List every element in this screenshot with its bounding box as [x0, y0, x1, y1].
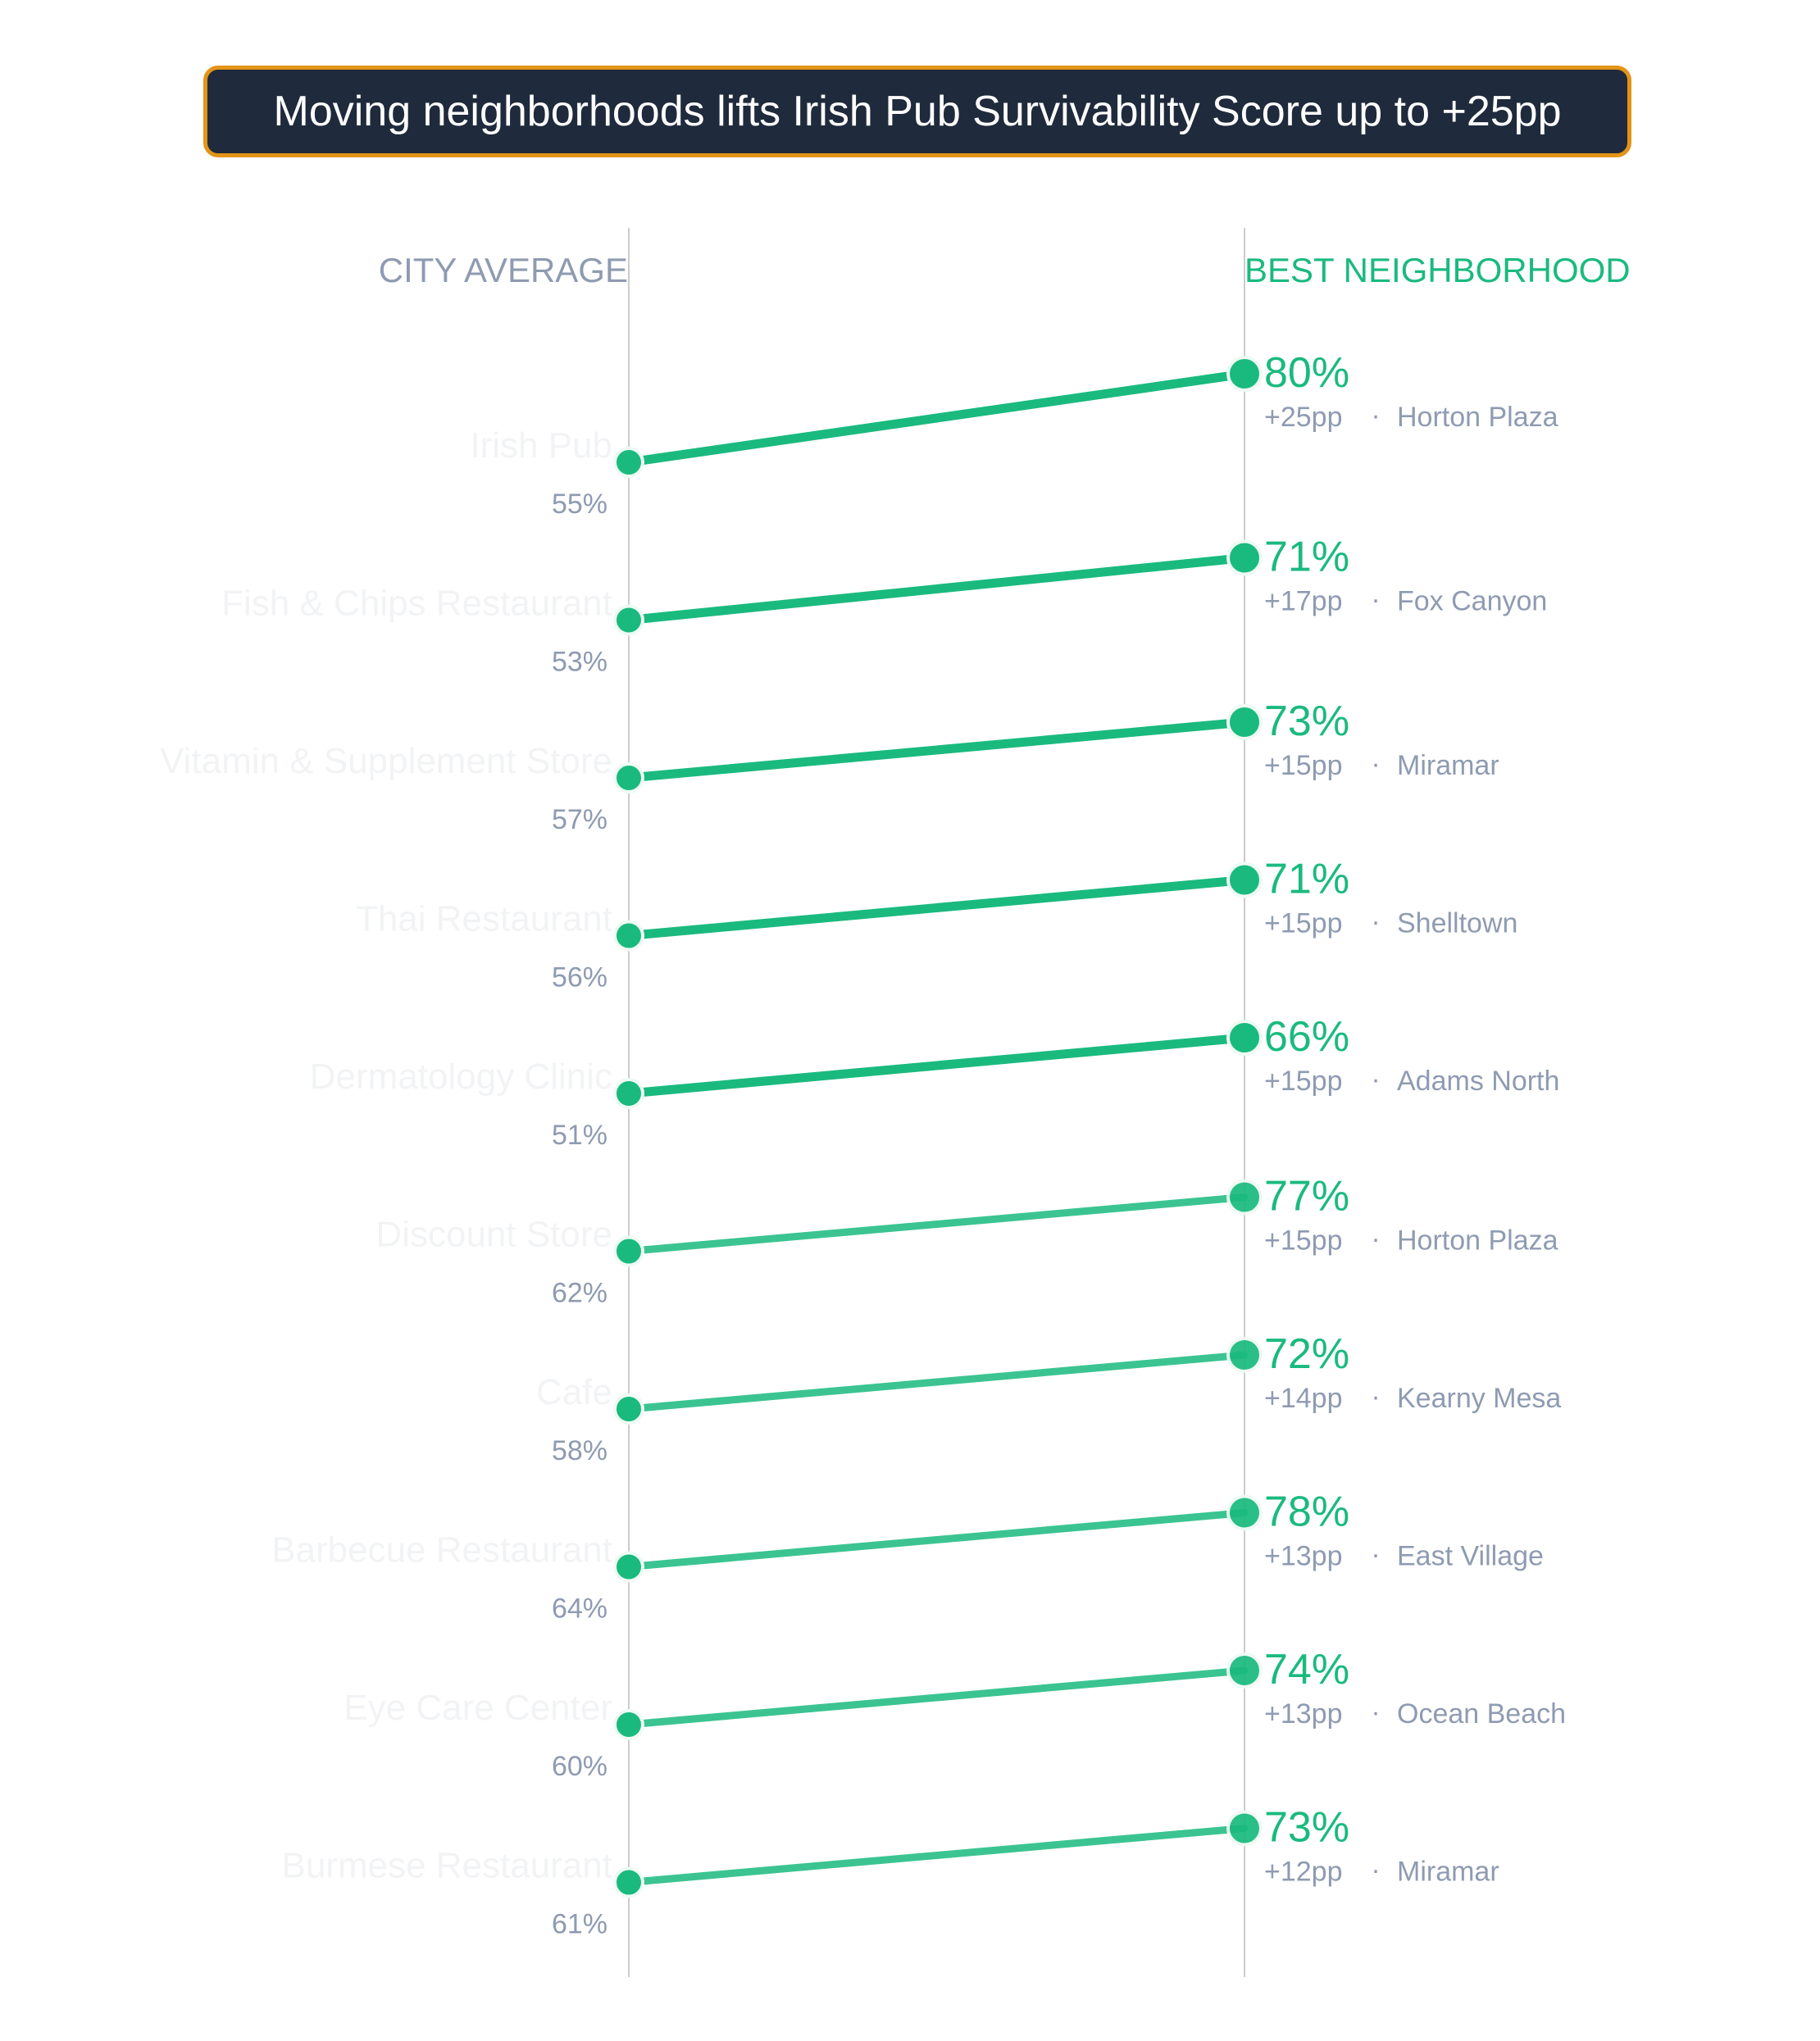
city-average-label: 51% [552, 1120, 607, 1151]
best-value-label: 73% [1264, 698, 1349, 745]
neighborhood-label: Miramar [1397, 1857, 1499, 1888]
slope-line [625, 1666, 1249, 1729]
best-neighborhood-point [1226, 1652, 1263, 1689]
neighborhood-label: Kearny Mesa [1397, 1383, 1561, 1414]
city-average-point [613, 1866, 644, 1898]
chart-title: Moving neighborhoods lifts Irish Pub Sur… [273, 88, 1562, 135]
city-average-label: 55% [552, 489, 607, 520]
category-label: Vitamin & Supplement Store [160, 741, 612, 781]
separator-label: · [1371, 1855, 1380, 1886]
neighborhood-label: Horton Plaza [1397, 402, 1558, 433]
best-value-label: 78% [1264, 1489, 1349, 1536]
city-average-label: 62% [552, 1278, 607, 1309]
best-value-label: 80% [1264, 349, 1349, 397]
city-average-point [613, 1078, 644, 1109]
neighborhood-label: Miramar [1397, 750, 1499, 781]
best-neighborhood-point [1226, 356, 1263, 392]
neighborhood-label: Fox Canyon [1397, 586, 1547, 617]
best-value-label: 71% [1264, 534, 1349, 581]
city-average-label: 60% [552, 1751, 607, 1782]
chart-title-box: Moving neighborhoods lifts Irish Pub Sur… [203, 66, 1631, 157]
left-column-header: CITY AVERAGE [379, 251, 628, 289]
best-value-label: 73% [1264, 1804, 1349, 1852]
separator-label: · [1371, 1064, 1380, 1095]
lift-label: +15pp [1264, 1225, 1343, 1257]
category-label: Fish & Chips Restaurant [221, 584, 612, 624]
city-average-point [613, 604, 644, 636]
category-label: Eye Care Center [344, 1688, 612, 1728]
lift-label: +15pp [1264, 750, 1343, 781]
neighborhood-label: East Village [1397, 1541, 1544, 1572]
slope-line [625, 1825, 1249, 1886]
separator-label: · [1371, 1381, 1380, 1412]
city-average-point [613, 447, 644, 478]
slope-line [624, 717, 1249, 783]
city-average-label: 56% [552, 962, 607, 993]
best-value-label: 66% [1264, 1013, 1349, 1061]
slope-line [624, 553, 1249, 625]
best-neighborhood-point [1226, 1337, 1263, 1373]
best-value-label: 74% [1264, 1646, 1349, 1693]
city-average-point [613, 920, 644, 952]
lift-label: +15pp [1264, 908, 1343, 939]
city-average-point [613, 1551, 644, 1583]
category-label: Barbecue Restaurant [271, 1530, 612, 1571]
city-average-point [613, 1393, 644, 1425]
best-neighborhood-point [1226, 861, 1263, 898]
slope-line [624, 369, 1249, 467]
category-label: Irish Pub [470, 425, 612, 466]
category-label: Thai Restaurant [356, 899, 612, 939]
best-neighborhood-point [1226, 1179, 1263, 1216]
city-average-point [613, 1235, 644, 1267]
category-label: Dermatology Clinic [310, 1057, 612, 1097]
best-value-label: 77% [1264, 1173, 1349, 1221]
slope-line [625, 1193, 1249, 1255]
category-label: Cafe [536, 1372, 612, 1412]
slope-line [625, 1509, 1249, 1571]
city-average-point [613, 762, 644, 793]
right-column-header: BEST NEIGHBORHOOD [1244, 251, 1631, 289]
category-label: Burmese Restaurant [281, 1846, 612, 1886]
lift-label: +25pp [1264, 402, 1343, 433]
neighborhood-label: Adams North [1397, 1066, 1559, 1097]
city-average-label: 64% [552, 1593, 607, 1625]
lift-label: +12pp [1264, 1857, 1343, 1888]
separator-label: · [1371, 1539, 1380, 1571]
separator-label: · [1371, 400, 1380, 431]
lift-label: +13pp [1264, 1541, 1343, 1572]
chart-rows: Irish Pub 55% 80% +25pp · Horton Plaza Fish & … [160, 349, 1566, 1940]
slope-line [624, 875, 1249, 940]
lift-label: +15pp [1264, 1066, 1343, 1097]
city-average-label: 61% [552, 1909, 607, 1940]
separator-label: · [1371, 584, 1380, 616]
separator-label: · [1371, 1224, 1380, 1255]
best-neighborhood-point [1226, 539, 1263, 576]
neighborhood-label: Horton Plaza [1397, 1225, 1558, 1257]
best-neighborhood-point [1226, 1494, 1263, 1531]
lift-label: +17pp [1264, 586, 1343, 617]
lift-label: +14pp [1264, 1383, 1343, 1414]
best-value-label: 72% [1264, 1330, 1349, 1378]
slope-line [624, 1033, 1249, 1098]
city-average-point [613, 1709, 644, 1740]
category-label: Discount Store [375, 1215, 612, 1255]
best-neighborhood-point [1226, 1020, 1263, 1056]
city-average-label: 57% [552, 804, 607, 835]
separator-label: · [1371, 748, 1380, 780]
slope-line [625, 1351, 1249, 1413]
best-value-label: 71% [1264, 856, 1349, 903]
separator-label: · [1371, 907, 1380, 938]
neighborhood-label: Shelltown [1397, 908, 1517, 939]
city-average-label: 53% [552, 647, 607, 678]
city-average-label: 58% [552, 1435, 607, 1466]
separator-label: · [1371, 1697, 1380, 1728]
neighborhood-label: Ocean Beach [1397, 1698, 1566, 1730]
best-neighborhood-point [1226, 704, 1263, 740]
lift-label: +13pp [1264, 1698, 1343, 1730]
best-neighborhood-point [1226, 1810, 1263, 1847]
